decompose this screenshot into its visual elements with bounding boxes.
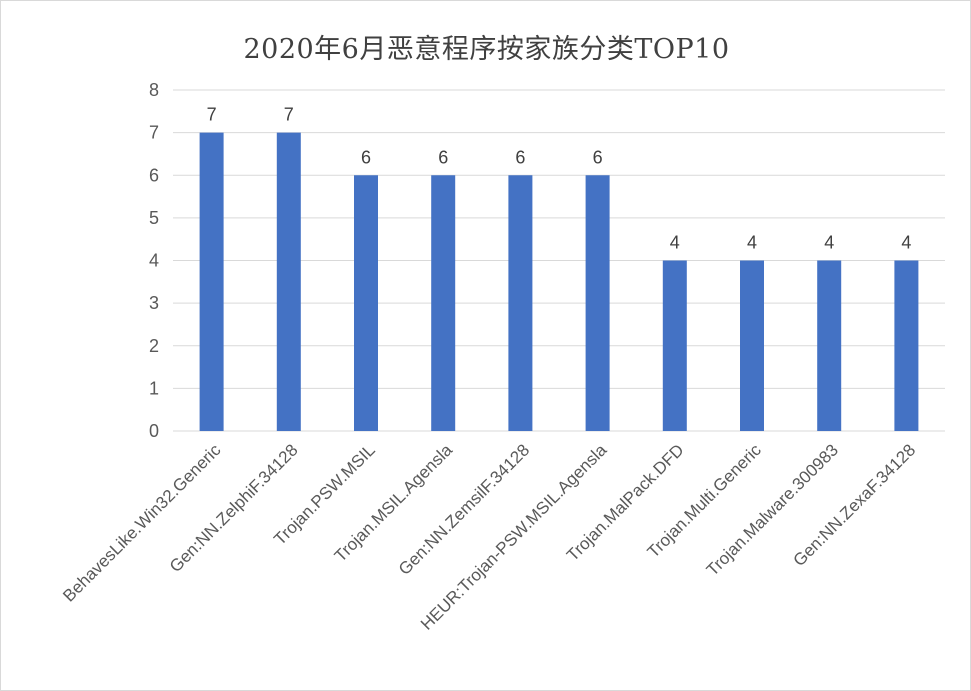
bar-data-label: 6 <box>438 147 448 167</box>
bar <box>354 175 378 431</box>
y-tick-label: 0 <box>149 421 159 441</box>
bar-data-label: 4 <box>901 233 911 253</box>
y-tick-label: 1 <box>149 378 159 398</box>
bar <box>585 175 610 431</box>
gridlines <box>173 89 945 432</box>
bar-data-label: 6 <box>361 147 371 167</box>
bar <box>740 260 764 431</box>
bar <box>662 260 687 431</box>
bar <box>431 175 456 431</box>
data-labels: 7 7 6 6 6 6 4 4 4 4 <box>207 105 912 253</box>
x-category-label: Gen:NN.ZemsilF.34128 <box>395 440 533 578</box>
bar <box>199 132 224 431</box>
bar-data-label: 6 <box>593 147 603 167</box>
y-tick-label: 2 <box>149 336 159 356</box>
bar-data-label: 6 <box>515 147 525 167</box>
x-category-label: BehavesLike.Win32.Generic <box>59 440 224 605</box>
category-labels: BehavesLike.Win32.GenericGen:NN.ZelphiF.… <box>59 440 919 634</box>
bar <box>817 260 842 431</box>
x-category-label: Gen:NN.ZelphiF.34128 <box>166 440 302 576</box>
y-tick-label: 5 <box>149 208 159 228</box>
bar <box>508 175 533 431</box>
chart-title: 2020年6月恶意程序按家族分类TOP10 <box>243 34 730 65</box>
y-tick-label: 3 <box>149 293 159 313</box>
bars <box>199 132 919 431</box>
x-category-label: Trojan.Malware.300983 <box>703 440 842 579</box>
bar <box>276 132 301 431</box>
bar-data-label: 7 <box>207 105 217 125</box>
y-tick-label: 6 <box>149 165 159 185</box>
y-tick-label: 4 <box>149 251 159 271</box>
bar <box>894 260 919 431</box>
bar-data-label: 4 <box>747 233 757 253</box>
bar-data-label: 4 <box>824 233 834 253</box>
y-tick-label: 7 <box>149 123 159 143</box>
y-tick-label: 8 <box>149 80 159 100</box>
y-axis-ticks: 0 1 2 3 4 5 6 7 8 <box>149 80 159 441</box>
bar-data-label: 4 <box>670 233 680 253</box>
bar-data-label: 7 <box>284 105 294 125</box>
